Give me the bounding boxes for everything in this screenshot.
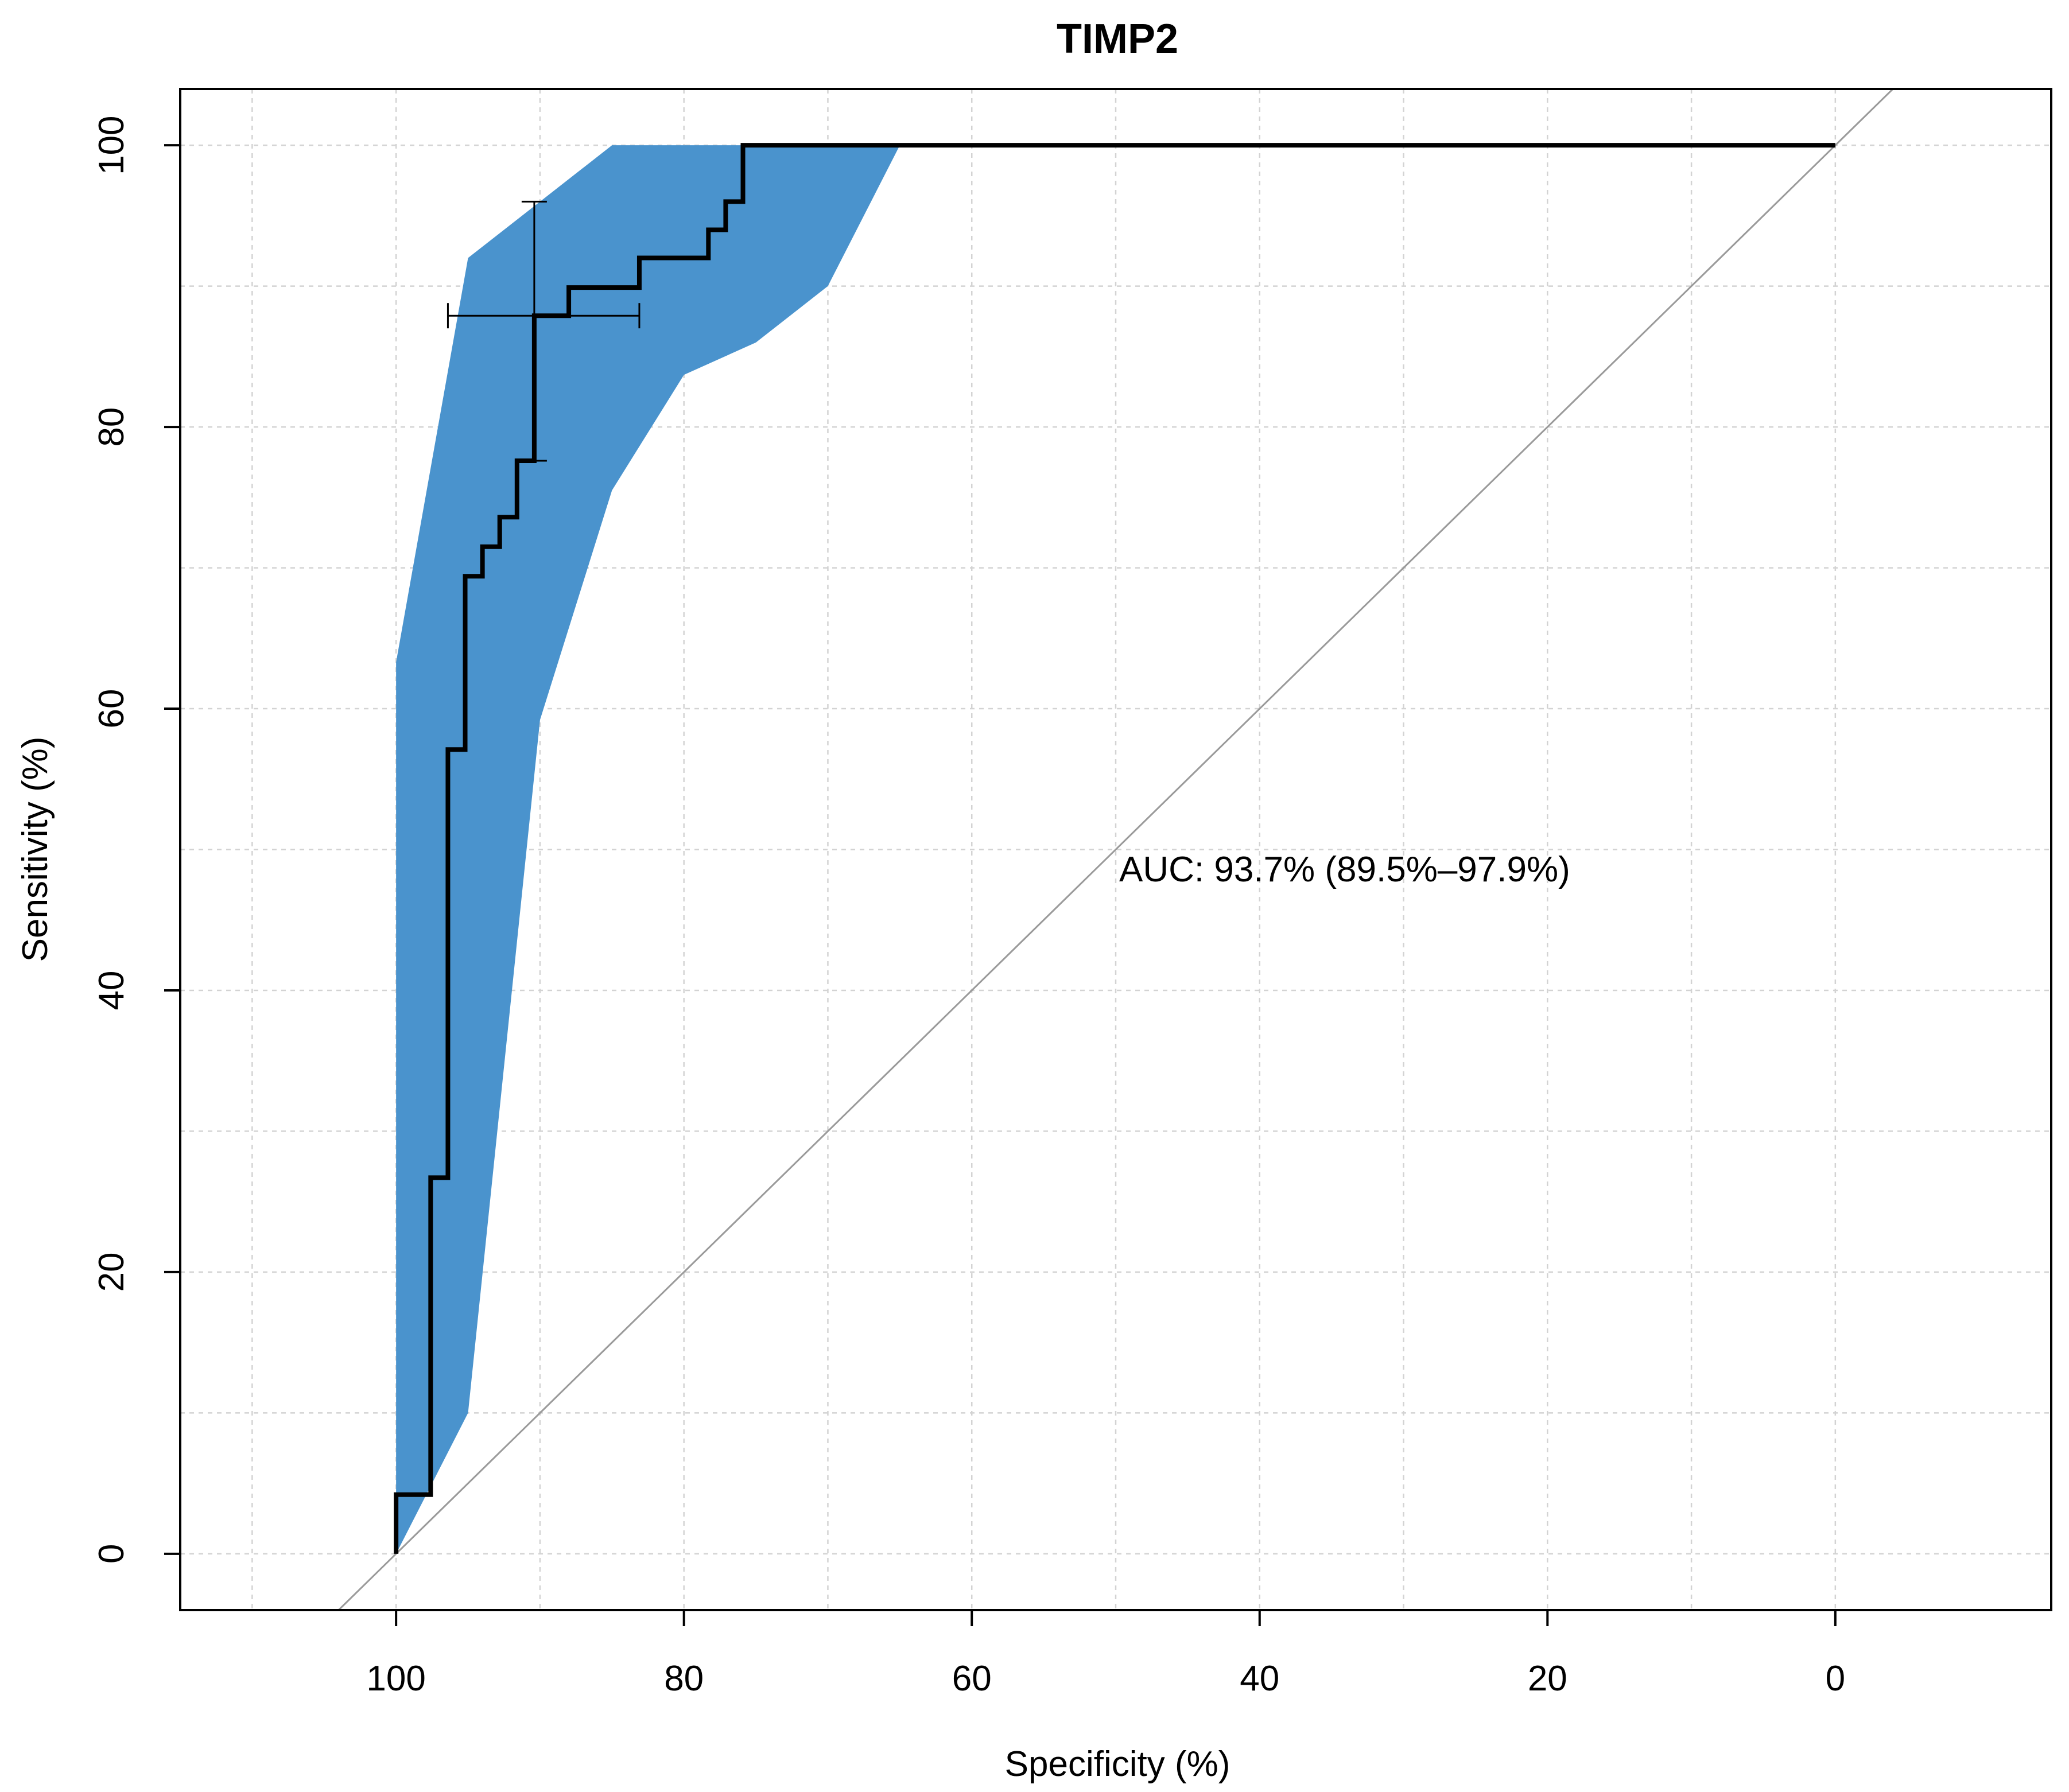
- x-axis: 100 80 60 40 20 0: [366, 1609, 1845, 1698]
- roc-curve-line: [394, 143, 1835, 1554]
- x-tick-label: 100: [366, 1659, 425, 1698]
- y-tick-label: 100: [92, 115, 131, 174]
- y-tick-label: 0: [92, 1544, 131, 1564]
- roc-curve-layer: [394, 143, 1835, 1554]
- diagonal-layer: [337, 89, 1894, 1610]
- y-tick-label: 80: [92, 407, 131, 447]
- x-axis-label: Specificity (%): [1005, 1744, 1230, 1784]
- chart-title: TIMP2: [1057, 16, 1178, 62]
- y-tick-label: 60: [92, 689, 131, 729]
- x-tick-label: 80: [664, 1659, 704, 1698]
- ci-band-layer: [396, 145, 1835, 1554]
- threshold-ci-layer: [447, 200, 641, 462]
- x-tick-label: 0: [1826, 1659, 1845, 1698]
- y-axis: 0 20 40 60 80 100: [92, 115, 181, 1564]
- y-tick-label: 40: [92, 970, 131, 1010]
- y-axis-label: Sensitivity (%): [15, 737, 55, 962]
- auc-annotation: AUC: 93.7% (89.5%–97.9%): [1119, 850, 1570, 889]
- ci-band: [396, 145, 1835, 1554]
- x-tick-label: 20: [1528, 1659, 1567, 1698]
- diagonal-reference-line: [337, 89, 1894, 1610]
- x-tick-label: 40: [1240, 1659, 1279, 1698]
- x-tick-label: 60: [952, 1659, 992, 1698]
- y-tick-label: 20: [92, 1252, 131, 1292]
